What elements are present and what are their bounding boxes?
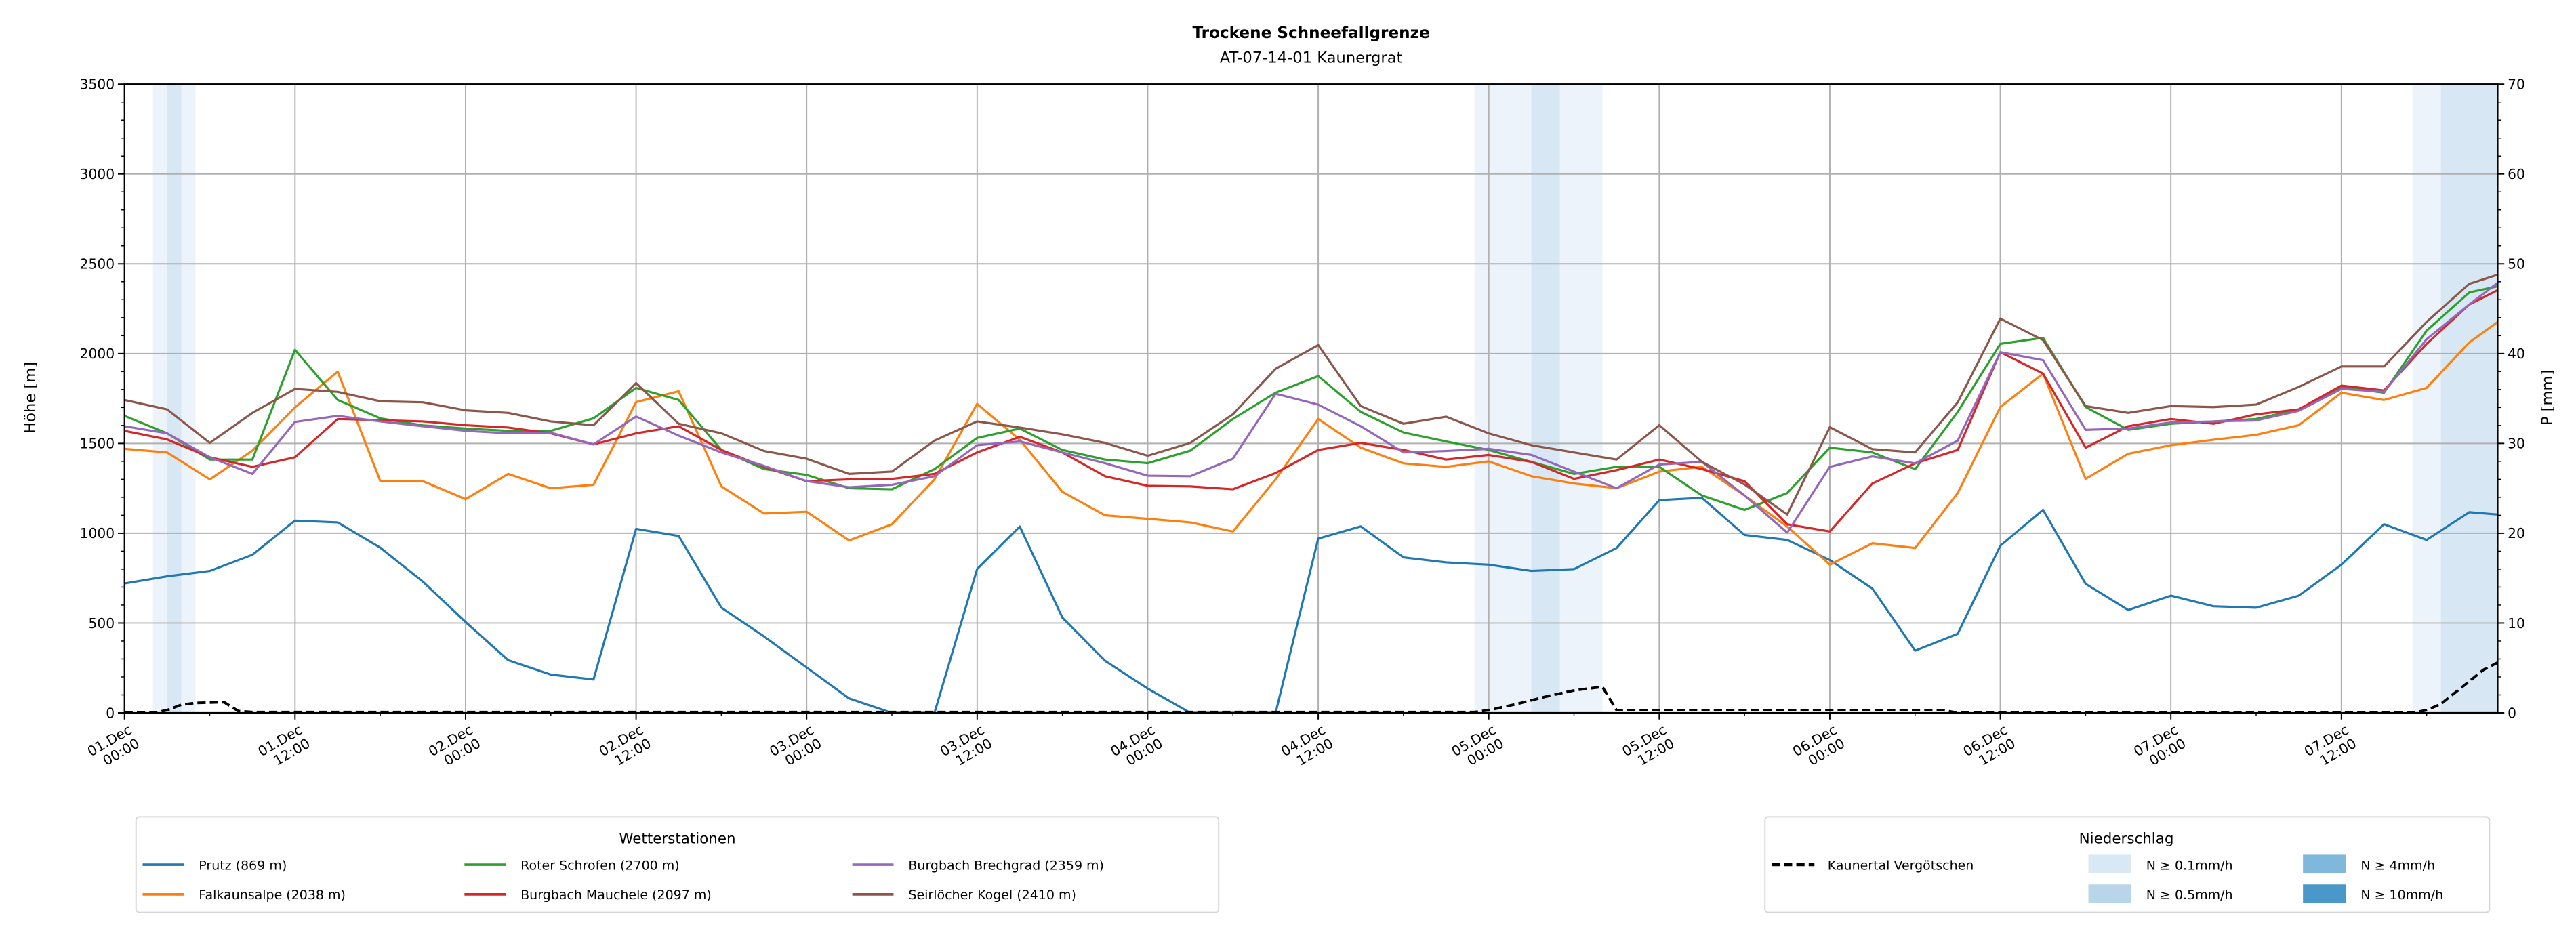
legend-level-swatch-0 [2088, 854, 2131, 873]
legend-precip-title: Niederschlag [2079, 830, 2174, 847]
legend-level-swatch-3 [2303, 884, 2346, 903]
grid-lines [124, 83, 2498, 714]
legend-level-swatch-2 [2303, 854, 2346, 873]
y-right-tick-label: 60 [2508, 166, 2525, 182]
y-tick-label: 2000 [80, 346, 115, 362]
x-tick-label: 06.Dec00:00 [1790, 722, 1847, 773]
y-tick-label: 0 [106, 705, 115, 721]
legend-label-3: Burgbach Mauchele (2097 m) [520, 888, 712, 903]
x-tick-label: 07.Dec12:00 [2302, 722, 2359, 773]
y-right-tick-label: 40 [2508, 346, 2525, 362]
precip-band [2412, 84, 2441, 713]
precip-bands [152, 84, 2498, 713]
x-tick-label: 05.Dec00:00 [1449, 722, 1507, 773]
x-tick-label: 02.Dec00:00 [426, 722, 483, 773]
series-lines [124, 273, 2499, 714]
y-tick-label: 1500 [80, 436, 115, 452]
legend-stations: Wetterstationen Prutz (869 m) Falkaunsalp… [135, 816, 1220, 913]
chart-title: Trockene Schneefallgrenze [1192, 24, 1429, 42]
legend-precip-line-label: Kaunertal Vergötschen [1828, 858, 1974, 873]
legend-level-label-3: N ≥ 10mm/h [2360, 888, 2443, 903]
legend-level-label-1: N ≥ 0.5mm/h [2146, 888, 2233, 903]
series-line-5 [124, 273, 2498, 516]
y-right-tick-label: 50 [2508, 256, 2525, 272]
precip-band [167, 84, 182, 713]
y-axis-right-label: P [mm] [2539, 370, 2556, 426]
legend-level-label-0: N ≥ 0.1mm/h [2146, 858, 2233, 873]
precip-line [124, 661, 2499, 714]
legend-stations-title: Wetterstationen [619, 830, 735, 847]
legend-label-5: Seirlöcher Kogel (2410 m) [908, 888, 1076, 903]
x-tick-label: 03.Dec00:00 [766, 722, 824, 773]
series-line-1 [124, 321, 2499, 566]
legend-label-1: Falkaunsalpe (2038 m) [199, 888, 346, 903]
legend-precip: Niederschlag Kaunertal Vergötschen N ≥ 0… [1764, 816, 2491, 913]
x-tick-label: 04.Dec12:00 [1278, 722, 1336, 773]
y-right-tick-label: 0 [2508, 705, 2516, 721]
x-tick-label: 04.Dec00:00 [1107, 722, 1165, 773]
chart-subtitle: AT-07-14-01 Kaunergrat [1220, 49, 1403, 67]
x-tick-label: 01.Dec00:00 [85, 722, 142, 773]
legend-label-0: Prutz (869 m) [199, 858, 287, 873]
legend-level-swatch-1 [2088, 884, 2131, 903]
y-tick-label: 1000 [80, 525, 115, 541]
series-line-4 [124, 282, 2499, 534]
y-right-tick-label: 10 [2508, 615, 2525, 632]
y-tick-label: 2500 [80, 256, 115, 272]
x-tick-label: 05.Dec12:00 [1619, 722, 1677, 773]
legend-level-label-2: N ≥ 4mm/h [2360, 858, 2435, 873]
series-line-2 [124, 285, 2498, 512]
y-tick-label: 3000 [80, 166, 115, 182]
plot-frame [123, 83, 2499, 714]
y-right-tick-label: 20 [2508, 525, 2525, 541]
legend-label-2: Roter Schrofen (2700 m) [520, 858, 680, 873]
y-axis-label: Höhe [m] [22, 362, 39, 434]
x-tick-label: 03.Dec12:00 [937, 722, 995, 773]
x-tick-label: 06.Dec12:00 [1961, 722, 2018, 773]
legend-label-4: Burgbach Brechgrad (2359 m) [908, 858, 1104, 873]
series-line-3 [124, 289, 2499, 533]
precip-band [2440, 84, 2498, 713]
precip-band [1531, 84, 1560, 713]
y-right-tick-label: 70 [2508, 76, 2525, 92]
y-tick-label: 3500 [80, 76, 115, 92]
x-tick-label: 07.Dec00:00 [2131, 722, 2188, 773]
y-tick-label: 500 [89, 615, 115, 632]
x-tick-label: 02.Dec12:00 [596, 722, 654, 773]
y-right-tick-label: 30 [2508, 436, 2525, 452]
x-tick-label: 01.Dec12:00 [255, 722, 312, 773]
series-line-0 [124, 497, 2498, 714]
